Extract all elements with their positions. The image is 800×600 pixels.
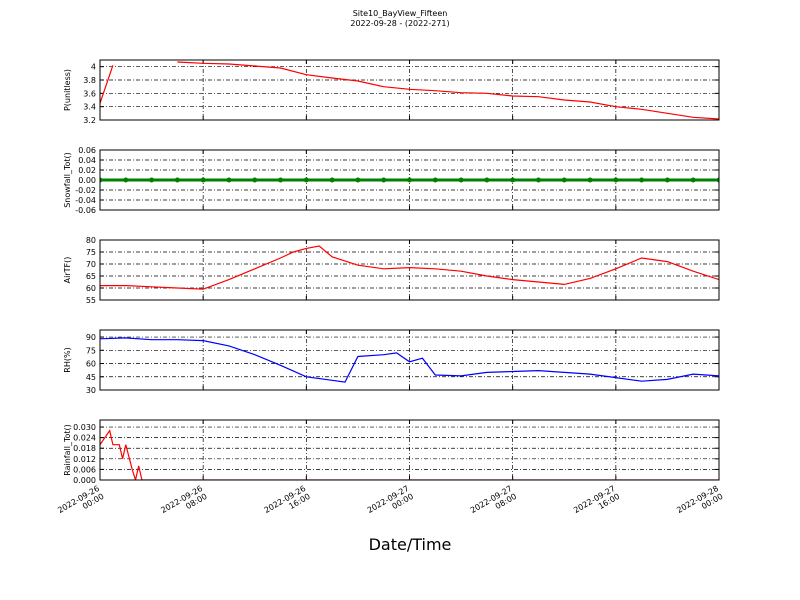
plot-frame (99, 149, 720, 211)
data-point (123, 177, 129, 183)
y-axis-label: P(unitless) (63, 69, 72, 111)
y-tick-label: -0.04 (75, 196, 96, 205)
x-tick-label: 2022-09-2616:00 (263, 484, 312, 523)
data-line (100, 429, 719, 480)
data-point (432, 177, 438, 183)
plot-frame (99, 59, 720, 121)
y-tick-label: 65 (86, 272, 96, 281)
data-point (149, 177, 155, 183)
data-point (664, 177, 670, 183)
data-point (561, 177, 567, 183)
y-tick-label: 0.06 (78, 146, 96, 155)
plot-frame (99, 419, 720, 481)
x-tick-label: 2022-09-2700:00 (366, 484, 415, 523)
x-tick-label: 2022-09-2800:00 (675, 484, 724, 523)
y-axis-label: RH(%) (63, 347, 72, 372)
data-line (100, 245, 719, 290)
data-point (200, 177, 206, 183)
y-tick-label: 0.018 (73, 444, 96, 453)
y-tick-label: 0.00 (78, 176, 96, 185)
data-point (226, 177, 232, 183)
y-tick-label: 30 (86, 386, 96, 395)
data-point (690, 177, 696, 183)
data-point (381, 177, 387, 183)
data-point (484, 177, 490, 183)
y-tick-label: 0.000 (73, 476, 96, 485)
y-tick-label: 0.006 (73, 465, 96, 474)
y-tick-label: 0.04 (78, 156, 96, 165)
y-tick-label: 70 (86, 260, 96, 269)
y-tick-label: -0.06 (75, 206, 96, 215)
data-point (100, 177, 103, 183)
y-tick-label: 90 (86, 333, 96, 342)
y-tick-label: 3.8 (83, 76, 96, 85)
data-point (329, 177, 335, 183)
plot-frame (99, 329, 720, 391)
x-tick-label: 2022-09-2608:00 (159, 484, 208, 523)
y-tick-label: 3.4 (83, 103, 96, 112)
chart-subtitle: 2022-09-28 - (2022-271) (350, 19, 449, 28)
y-tick-label: 55 (86, 296, 96, 305)
x-tick-label: 2022-09-2600:00 (56, 484, 105, 523)
data-point (613, 177, 619, 183)
y-tick-label: 75 (86, 248, 96, 257)
y-tick-label: 60 (86, 360, 96, 369)
y-axis-label: Snowfall_Tot() (63, 152, 72, 208)
y-axis-label: Rainfall_Tot() (63, 424, 72, 476)
y-tick-label: 0.030 (73, 423, 96, 432)
data-point (639, 177, 645, 183)
data-point (716, 177, 719, 183)
x-tick-label: 2022-09-2716:00 (572, 484, 621, 523)
data-point (303, 177, 309, 183)
data-point (278, 177, 284, 183)
plot-frame (99, 239, 720, 301)
y-tick-label: 60 (86, 284, 96, 293)
data-point (535, 177, 541, 183)
data-point (587, 177, 593, 183)
x-tick-label: 2022-09-2708:00 (469, 484, 518, 523)
data-line (100, 61, 719, 120)
y-tick-label: 3.6 (83, 89, 96, 98)
y-tick-label: 0.024 (73, 434, 96, 443)
y-tick-label: 80 (86, 236, 96, 245)
data-point (510, 177, 516, 183)
y-axis-label: AirTF() (63, 257, 72, 284)
y-tick-label: 4 (91, 63, 96, 72)
y-tick-label: -0.02 (75, 186, 96, 195)
x-axis-label: Date/Time (369, 535, 452, 554)
y-tick-label: 45 (86, 373, 96, 382)
y-tick-label: 75 (86, 346, 96, 355)
data-line (100, 337, 719, 383)
y-tick-label: 3.2 (83, 116, 96, 125)
y-tick-label: 0.012 (73, 455, 96, 464)
data-point (458, 177, 464, 183)
data-point (252, 177, 258, 183)
y-tick-label: 0.02 (78, 166, 96, 175)
data-point (174, 177, 180, 183)
data-point (407, 177, 412, 183)
data-point (355, 177, 361, 183)
chart-title: Site10_BayView_Fifteen (353, 9, 448, 18)
